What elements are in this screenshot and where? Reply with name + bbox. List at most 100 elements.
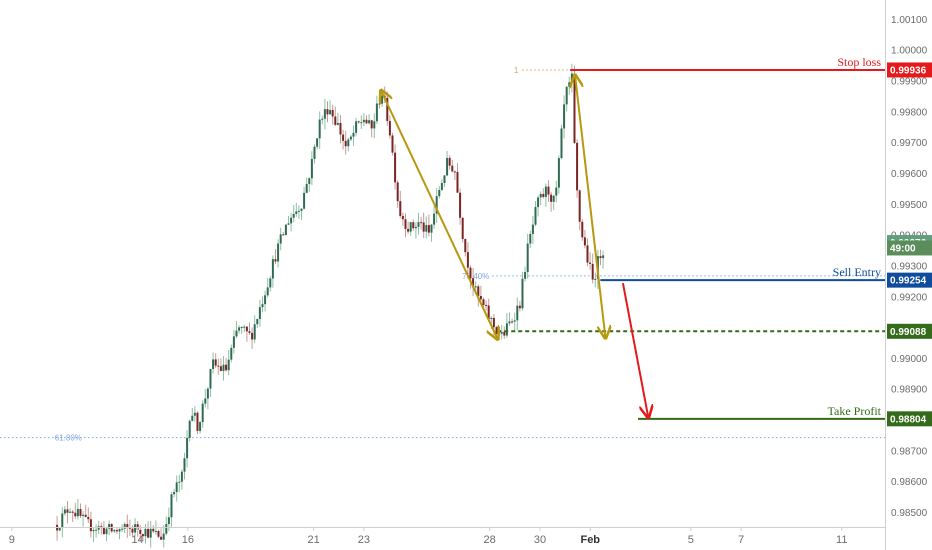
candle-body <box>199 422 202 431</box>
y-tick-label: 0.98500 <box>891 508 928 519</box>
candle-body <box>303 192 306 209</box>
x-tick-label: 7 <box>738 534 744 546</box>
candle-body <box>165 524 168 534</box>
candle-body <box>352 132 355 137</box>
candle-body <box>518 305 521 309</box>
candle-body <box>170 494 173 518</box>
candle-body <box>248 331 251 333</box>
candle-body <box>409 222 412 232</box>
candle-body <box>323 109 326 119</box>
candle-body <box>453 171 456 173</box>
candle-body <box>232 336 235 348</box>
candle-body <box>485 304 488 306</box>
y-tick-label: 0.98600 <box>891 477 928 488</box>
candle-body <box>375 103 378 122</box>
take-profit-label: Take Profit <box>828 404 882 418</box>
candle-body <box>521 278 524 309</box>
candle-body <box>157 530 160 537</box>
candle-body <box>152 528 155 532</box>
x-tick-label: Feb <box>580 534 600 546</box>
candle-body <box>300 208 303 211</box>
candle-body <box>570 73 573 83</box>
candle-body <box>225 364 228 371</box>
candle-body <box>113 530 116 532</box>
candle-body <box>63 509 66 514</box>
stop-loss-badge-text: 0.99936 <box>890 65 927 76</box>
x-tick-label: 14 <box>131 534 143 546</box>
candle-body <box>339 122 342 135</box>
candle-body <box>180 471 183 482</box>
y-tick-label: 0.99200 <box>891 292 928 303</box>
time-axis[interactable]: 9 14 16 21 23 28 30 Feb 5 7 11 <box>9 527 848 546</box>
candle-body <box>394 152 397 183</box>
candle-body <box>576 142 579 191</box>
candle-body <box>175 482 178 493</box>
candle-body <box>191 415 194 421</box>
candle-body <box>264 295 267 305</box>
candle-body <box>214 359 217 366</box>
sell-entry-label: Sell Entry <box>833 265 881 279</box>
candle-body <box>243 326 246 328</box>
candle-body <box>336 122 339 125</box>
candle-body <box>201 403 204 423</box>
candle-body <box>139 529 142 534</box>
candle-body <box>365 119 368 124</box>
candle-body <box>222 364 225 372</box>
candle-body <box>128 527 131 529</box>
candle-body <box>430 224 433 233</box>
candle-body <box>420 222 423 224</box>
candle-body <box>433 213 436 225</box>
candle-body <box>178 481 181 483</box>
candle-body <box>274 259 277 262</box>
candle-body <box>240 326 243 328</box>
sell-entry-badge <box>887 272 932 288</box>
y-tick-label: 0.99000 <box>891 354 928 365</box>
candle-body <box>71 511 74 513</box>
y-tick-label: 1.00000 <box>891 46 928 57</box>
candle-body <box>482 299 485 305</box>
candle-body <box>183 458 186 472</box>
candle-body <box>508 321 511 324</box>
candle-body <box>154 530 157 532</box>
candle-body <box>277 243 280 262</box>
candle-body <box>279 234 282 244</box>
candle-body <box>245 326 248 332</box>
candle-body <box>537 197 540 208</box>
candle-body <box>360 122 363 124</box>
candle-body <box>425 225 428 232</box>
candle-body <box>578 190 581 222</box>
candle-body <box>492 317 495 328</box>
candle-body <box>167 517 170 525</box>
candle-body <box>92 529 95 532</box>
candle-body <box>448 157 451 166</box>
candle-body <box>126 524 129 528</box>
pattern-arrows <box>382 76 649 416</box>
pattern-arrow <box>575 76 605 336</box>
candle-body <box>531 224 534 234</box>
x-tick-label: 9 <box>9 534 15 546</box>
sell-entry-badge-text: 0.99254 <box>890 276 927 287</box>
x-tick-label: 16 <box>182 534 194 546</box>
candle-body <box>456 171 459 193</box>
candle-body <box>399 201 402 216</box>
candle-body <box>79 509 82 516</box>
candle-body <box>552 195 555 202</box>
candle-body <box>123 524 126 529</box>
candle-body <box>209 369 212 389</box>
candle-body <box>282 234 285 236</box>
candle-body <box>131 528 134 533</box>
candle-body <box>316 138 319 147</box>
candle-body <box>196 412 199 431</box>
candle-body <box>308 178 311 184</box>
candle-body <box>305 183 308 193</box>
candle-body <box>370 120 373 129</box>
candle-body <box>529 233 532 244</box>
candle-body <box>212 359 215 370</box>
candle-body <box>599 256 602 259</box>
candle-body <box>368 120 371 124</box>
candle-body <box>227 359 230 371</box>
fib-level-label: 61.80% <box>55 434 82 443</box>
candle-body <box>89 519 92 532</box>
candle-body <box>284 224 287 236</box>
candle-body <box>144 528 147 537</box>
